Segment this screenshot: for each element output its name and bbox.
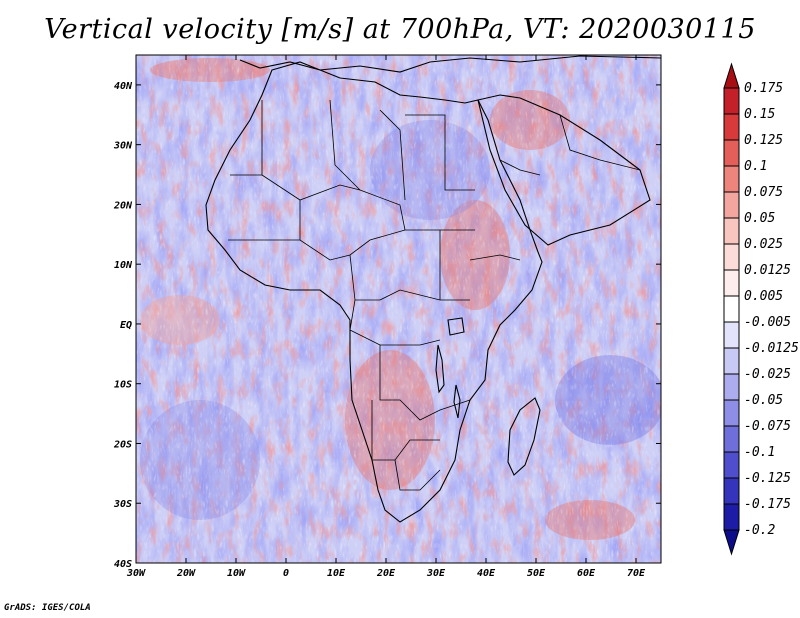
europe-coastline: [239, 55, 661, 73]
lat-tick-label: 30S: [113, 499, 132, 510]
colorbar-box: [723, 503, 740, 531]
lat-tick-label: 20N: [113, 200, 133, 211]
vertical-velocity-field: [136, 55, 661, 563]
africa-coastline: [205, 61, 543, 523]
colorbar-label: 0.075: [744, 185, 783, 200]
country-borders: [228, 99, 641, 491]
colorbar-box: [723, 243, 740, 271]
lon-tick-label: 70E: [627, 568, 646, 579]
colorbar-box: [723, 321, 740, 349]
colorbar-label: -0.125: [744, 471, 791, 486]
lat-tick-label: 40S: [114, 559, 132, 570]
colorbar-label: 0.175: [744, 81, 783, 96]
colorbar-label: -0.175: [744, 497, 791, 512]
arabia-coastline: [477, 94, 651, 246]
colorbar: 0.175 0.15 0.125 0.1 0.075 0.05 0.025 0.0125 0.0…: [723, 62, 799, 556]
lon-tick-label: 0: [283, 568, 289, 579]
colorbar-label: -0.075: [744, 419, 791, 434]
colorbar-box: [723, 87, 740, 115]
map-frame: [135, 54, 662, 564]
lon-tick-label: 20W: [176, 568, 196, 579]
colorbar-box: [723, 477, 740, 505]
colorbar-label: -0.025: [744, 367, 791, 382]
coastlines: [205, 55, 661, 523]
colorbar-box: [723, 373, 740, 401]
lon-tick-label: 30W: [126, 568, 146, 579]
colorbar-box: [723, 113, 740, 141]
colorbar-box: [723, 139, 740, 167]
colorbar-label: 0.1: [744, 159, 767, 174]
lake-victoria: [447, 317, 465, 336]
colorbar-label: -0.2: [744, 523, 775, 538]
colorbar-box: [723, 217, 740, 245]
madagascar-coastline: [507, 397, 541, 476]
colorbar-box: [723, 399, 740, 427]
colorbar-arrow-max: [723, 62, 740, 89]
chart-title: Vertical velocity [m/s] at 700hPa, VT: 2…: [44, 14, 756, 45]
colorbar-box: [723, 425, 740, 453]
colorbar-box: [723, 191, 740, 219]
lat-tick-label: 10S: [114, 380, 132, 391]
colorbar-label: 0.005: [744, 289, 783, 304]
field-fine-streaks: [136, 55, 661, 563]
longitude-axis: 30W 20W 10W 0 10E 20E 30E 40E 50E 60E 70E: [126, 55, 646, 579]
latitude-axis: 40N 30N 20N 10N EQ 10S 20S 30S 40S: [113, 81, 661, 570]
lon-tick-label: 50E: [527, 568, 546, 579]
lake-tanganyika: [435, 344, 445, 394]
lat-tick-label: 20S: [113, 439, 132, 450]
colorbar-label: 0.025: [744, 237, 783, 252]
colorbar-label: 0.15: [744, 107, 775, 122]
lat-tick-label: 10N: [114, 260, 133, 271]
colorbar-label: 0.0125: [744, 263, 791, 278]
lat-tick-label: EQ: [120, 320, 132, 331]
lon-tick-label: 30E: [426, 568, 446, 579]
colorbar-box: [723, 295, 740, 323]
colorbar-label: -0.005: [744, 315, 791, 330]
lat-tick-label: 30N: [113, 141, 133, 152]
colorbar-box: [723, 451, 740, 479]
lon-tick-label: 60E: [577, 568, 596, 579]
colorbar-label: -0.05: [744, 393, 783, 408]
lake-malawi: [453, 384, 461, 419]
colorbar-label: 0.05: [744, 211, 775, 226]
lon-tick-label: 10W: [227, 568, 246, 579]
lon-tick-label: 20E: [376, 568, 396, 579]
colorbar-arrow-min: [723, 529, 740, 556]
lat-tick-label: 40N: [114, 81, 133, 92]
colorbar-box: [723, 269, 740, 297]
lon-tick-label: 10E: [327, 568, 346, 579]
colorbar-label: -0.0125: [744, 341, 799, 356]
colorbar-box: [723, 165, 740, 193]
colorbar-label: 0.125: [744, 133, 783, 148]
grads-credit: GrADS: IGES/COLA: [4, 603, 91, 613]
colorbar-box: [723, 347, 740, 375]
colorbar-label: -0.1: [744, 445, 775, 460]
lon-tick-label: 40E: [477, 568, 496, 579]
